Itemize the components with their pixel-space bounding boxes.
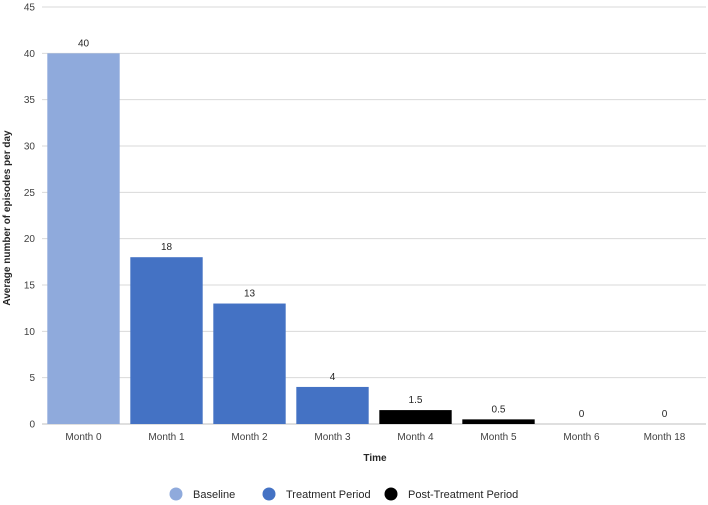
bar	[47, 53, 120, 424]
legend-marker	[169, 487, 183, 501]
x-axis-title: Time	[363, 453, 387, 464]
bar	[213, 303, 286, 424]
x-category-label: Month 2	[231, 432, 268, 443]
legend-label: Treatment Period	[286, 489, 371, 501]
data-label: 40	[78, 38, 90, 49]
y-tick-label: 10	[24, 327, 36, 338]
x-category-label: Month 0	[65, 432, 102, 443]
y-tick-label: 30	[24, 142, 36, 153]
bar	[130, 257, 203, 424]
x-category-label: Month 18	[644, 432, 686, 443]
data-label: 13	[244, 289, 256, 300]
data-label: 1.5	[409, 395, 423, 406]
legend-item: Baseline	[169, 487, 235, 501]
y-tick-label: 45	[24, 3, 36, 14]
legend: Baseline Treatment Period Post-Treatment P…	[169, 487, 518, 501]
x-axis-categories: Month 0 Month 1 Month 2 Month 3 Month 4 Month…	[65, 432, 685, 443]
y-tick-label: 15	[24, 281, 36, 292]
y-tick-label: 40	[24, 49, 36, 60]
x-category-label: Month 1	[148, 432, 185, 443]
data-label: 0	[662, 409, 668, 420]
y-axis-ticks: 0 5 10 15 20 25 30 35 40 45	[24, 3, 36, 431]
data-label: 0.5	[492, 404, 506, 415]
y-tick-label: 0	[29, 420, 35, 431]
x-category-label: Month 3	[314, 432, 351, 443]
bar	[462, 419, 535, 424]
bar	[296, 386, 369, 424]
y-tick-label: 20	[24, 234, 36, 245]
legend-item: Treatment Period	[262, 487, 371, 501]
legend-item: Post-Treatment Period	[384, 487, 518, 501]
x-category-label: Month 6	[563, 432, 600, 443]
legend-marker	[262, 487, 276, 501]
data-labels: 40 18 13 4 1.5 0.5 0 0	[78, 38, 668, 420]
bars	[47, 53, 535, 424]
x-category-label: Month 4	[397, 432, 434, 443]
x-category-label: Month 5	[480, 432, 517, 443]
y-tick-label: 35	[24, 95, 36, 106]
legend-label: Baseline	[193, 489, 235, 501]
y-tick-label: 5	[29, 373, 35, 384]
bar	[379, 410, 452, 424]
legend-label: Post-Treatment Period	[408, 489, 518, 501]
data-label: 0	[579, 409, 585, 420]
y-tick-label: 25	[24, 188, 36, 199]
data-label: 4	[330, 372, 336, 383]
y-axis-title: Average number of episodes per day	[2, 130, 13, 306]
legend-marker	[384, 487, 398, 501]
data-label: 18	[161, 242, 173, 253]
